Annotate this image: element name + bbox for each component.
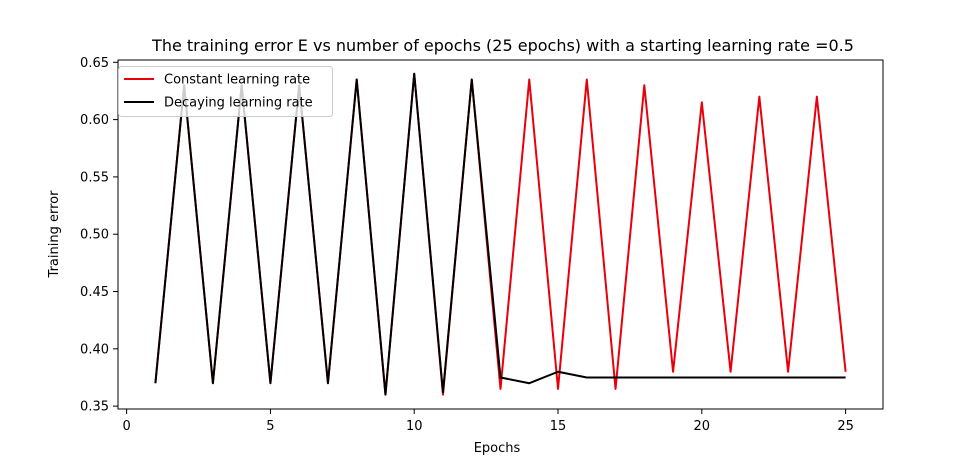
x-axis-title: Epochs <box>474 441 521 456</box>
y-tick-label: 0.35 <box>80 400 109 415</box>
legend-label-constant: Constant learning rate <box>164 73 310 88</box>
legend-label-decaying: Decaying learning rate <box>164 96 313 111</box>
y-axis-title: Training error <box>47 190 62 279</box>
y-tick-label: 0.50 <box>80 228 109 243</box>
legend-box <box>118 66 333 117</box>
legend: Constant learning rate Decaying learning… <box>118 66 333 117</box>
y-tick-label: 0.40 <box>80 342 109 357</box>
x-axis: 0 5 10 15 20 25 <box>122 409 854 434</box>
chart-title: The training error E vs number of epochs… <box>151 36 854 55</box>
x-tick-label: 20 <box>694 419 711 434</box>
x-tick-label: 0 <box>122 419 130 434</box>
y-axis: 0.35 0.40 0.45 0.50 0.55 0.60 0.65 <box>80 56 118 415</box>
series-line-constant <box>154 72 847 396</box>
y-tick-label: 0.60 <box>80 113 109 128</box>
y-tick-label: 0.45 <box>80 285 109 300</box>
x-tick-label: 10 <box>406 419 423 434</box>
series-line-decaying <box>154 72 846 396</box>
y-tick-label: 0.55 <box>80 170 109 185</box>
x-tick-label: 25 <box>837 419 854 434</box>
y-tick-label: 0.65 <box>80 56 109 71</box>
x-tick-label: 5 <box>266 419 274 434</box>
series-layer <box>154 72 847 396</box>
x-tick-label: 15 <box>550 419 567 434</box>
